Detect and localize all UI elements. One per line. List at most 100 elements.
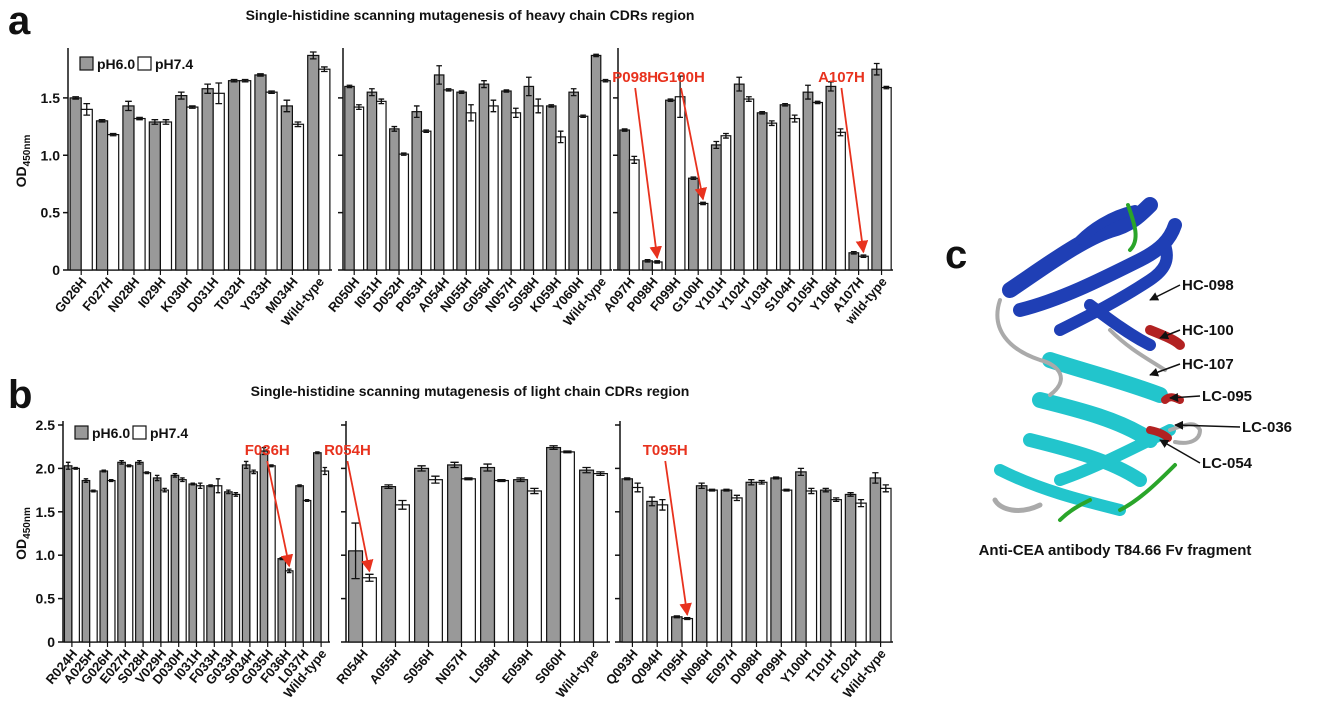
- bar: [594, 474, 608, 642]
- chart-title: Single-histidine scanning mutagenesis of…: [246, 7, 695, 23]
- structure-label: HC-100: [1182, 322, 1234, 339]
- bar: [197, 486, 204, 642]
- y-tick-label: 0: [47, 634, 55, 650]
- bar: [780, 105, 790, 270]
- legend-swatch: [80, 57, 93, 70]
- bar: [813, 102, 823, 270]
- bar: [771, 478, 781, 642]
- bar: [82, 481, 89, 642]
- bar: [434, 75, 443, 270]
- bar: [657, 505, 667, 642]
- annotation: R054H: [324, 442, 371, 459]
- bar: [632, 487, 642, 642]
- bar: [412, 112, 421, 270]
- bar: [161, 490, 168, 642]
- bar: [859, 256, 869, 270]
- bar: [629, 160, 639, 270]
- bar: [187, 107, 198, 270]
- bar: [479, 84, 488, 270]
- bar: [457, 92, 466, 270]
- bar: [675, 97, 685, 270]
- bar: [171, 475, 178, 642]
- bar: [232, 494, 239, 642]
- x-tick-label: E059H: [499, 646, 536, 686]
- bar: [569, 92, 578, 270]
- bar: [240, 81, 251, 270]
- x-tick-label: L058H: [466, 646, 503, 686]
- bar: [207, 486, 214, 642]
- bar: [481, 468, 495, 642]
- bar: [556, 137, 565, 270]
- chart-title: Single-histidine scanning mutagenesis of…: [251, 383, 690, 399]
- y-axis-label: OD450nm: [13, 135, 33, 188]
- annotation: A107H: [818, 69, 865, 86]
- structure-label: LC-036: [1242, 419, 1292, 436]
- bar: [314, 453, 321, 642]
- structure-label: LC-095: [1202, 388, 1252, 405]
- bar: [415, 468, 429, 642]
- annotation: G100H: [657, 69, 705, 86]
- bar: [826, 86, 836, 270]
- y-tick-label: 1.0: [41, 147, 61, 163]
- bar: [806, 491, 816, 642]
- bar: [319, 69, 330, 270]
- bar: [547, 106, 556, 270]
- bar: [108, 135, 119, 270]
- bar: [547, 448, 561, 642]
- bar: [308, 55, 319, 270]
- y-tick-label: 2.0: [36, 460, 56, 476]
- legend-swatch: [133, 426, 146, 439]
- y-axis-label-sub: 450nm: [22, 135, 33, 167]
- bar: [160, 122, 171, 270]
- bar: [591, 55, 600, 270]
- bar: [757, 113, 767, 270]
- bar: [153, 478, 160, 642]
- panel-letter: a: [8, 0, 31, 43]
- bar: [281, 106, 292, 270]
- figure: c HC-098 HC-100 HC-107 LC-095 LC-036 LC-…: [0, 0, 1320, 724]
- bar: [601, 81, 610, 270]
- legend-swatch: [138, 57, 151, 70]
- bar: [534, 106, 543, 270]
- bar: [390, 129, 399, 270]
- bar: [489, 106, 498, 270]
- bar: [118, 462, 125, 642]
- bar: [266, 92, 277, 270]
- bar: [502, 91, 511, 270]
- bar: [580, 470, 594, 642]
- y-axis-label-main: OD: [13, 166, 29, 187]
- bar: [377, 101, 386, 270]
- bar: [134, 119, 145, 270]
- bar: [831, 500, 841, 642]
- bar: [176, 96, 187, 270]
- legend-label: pH7.4: [155, 56, 193, 72]
- annotation: F036H: [245, 442, 290, 459]
- bar: [213, 93, 224, 270]
- bar: [495, 481, 509, 642]
- bar: [292, 124, 303, 270]
- y-axis-label-main: OD: [13, 539, 29, 560]
- bar: [836, 132, 846, 270]
- bar: [72, 468, 79, 642]
- structure-label: HC-107: [1182, 356, 1234, 373]
- bar: [143, 473, 150, 642]
- bar: [622, 479, 632, 642]
- x-tick-label: N057H: [432, 646, 470, 687]
- bar: [514, 480, 528, 642]
- bar: [108, 481, 115, 642]
- protein-structure: [995, 205, 1200, 520]
- bar: [620, 130, 630, 270]
- bar: [382, 487, 396, 642]
- bar: [125, 466, 132, 642]
- bar: [528, 491, 542, 642]
- bar: [202, 89, 213, 270]
- x-tick-label: A055H: [366, 646, 404, 687]
- bar: [732, 498, 742, 642]
- bar: [845, 494, 855, 642]
- legend-label: pH6.0: [92, 425, 130, 441]
- bar: [707, 490, 717, 642]
- structure-label: HC-098: [1182, 277, 1234, 294]
- annotation: P098H: [612, 69, 658, 86]
- bar: [242, 465, 249, 642]
- bar: [462, 479, 476, 642]
